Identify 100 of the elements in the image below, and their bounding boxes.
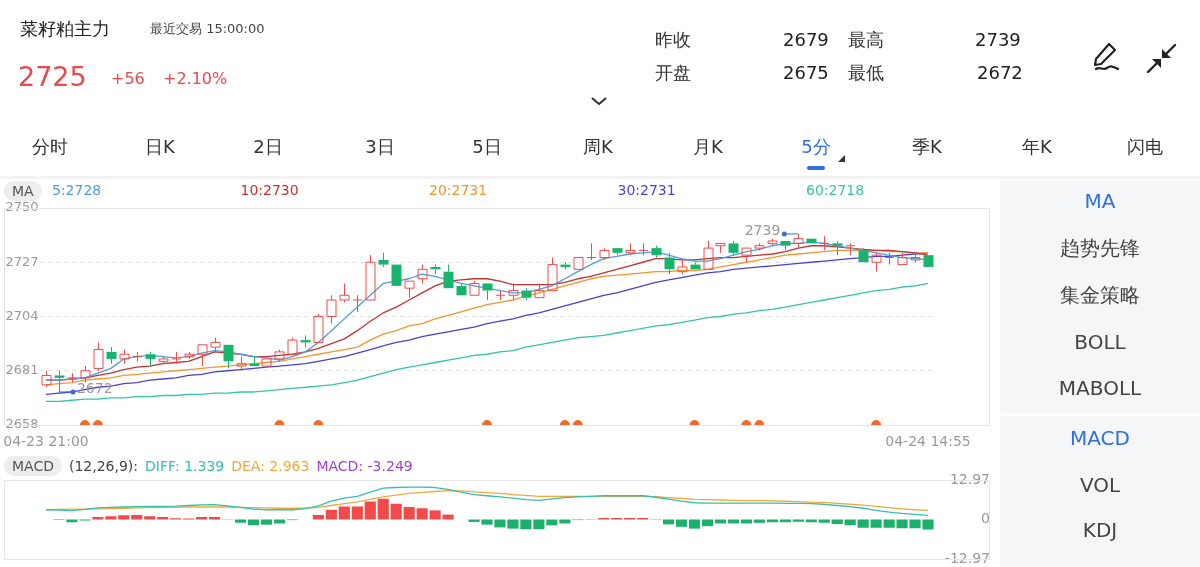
- text: DIFF: 1.339: [145, 458, 225, 474]
- candlestick: [469, 280, 480, 296]
- text: 最低: [848, 62, 884, 84]
- text: 开盘: [655, 62, 691, 84]
- candlestick: [638, 242, 649, 256]
- bar: [688, 519, 701, 529]
- text: 菜籽粕主力: [20, 18, 110, 40]
- y-tick-label: 2681: [5, 362, 39, 378]
- candlestick: [884, 252, 895, 266]
- bar: [312, 514, 324, 520]
- candlestick: [339, 282, 350, 303]
- text: BOLL: [1074, 330, 1126, 354]
- candlestick: [715, 242, 726, 254]
- bar: [533, 519, 545, 530]
- bar: [118, 515, 130, 520]
- candlestick: [378, 252, 389, 268]
- text: 30:2731: [617, 182, 676, 198]
- text: 2739: [975, 29, 1021, 51]
- text: 年K: [1022, 136, 1052, 158]
- text: MA: [1084, 189, 1116, 213]
- candlestick: [93, 341, 104, 372]
- text: 5分: [801, 136, 831, 158]
- candlestick: [313, 313, 324, 343]
- text: 2679: [783, 29, 829, 51]
- bar: [442, 514, 454, 520]
- text: 5:2728: [52, 182, 102, 198]
- text: 日K: [145, 136, 175, 158]
- text: VOL: [1079, 473, 1121, 497]
- legend-title: MA: [4, 181, 42, 201]
- bar: [351, 506, 363, 520]
- chart-title: MACD: [4, 456, 62, 476]
- bar: [416, 508, 428, 520]
- y-tick-label: 2704: [5, 307, 39, 323]
- candlestick: [404, 280, 415, 299]
- candlestick: [521, 287, 532, 301]
- text: 趋势先锋: [1060, 236, 1140, 260]
- text: 最近交易 15:00:00: [150, 21, 265, 37]
- candlestick: [845, 242, 856, 256]
- bar: [260, 519, 273, 525]
- text: 闪电: [1127, 136, 1163, 158]
- candlestick: [586, 242, 597, 261]
- bar: [403, 507, 415, 520]
- text: 分时: [32, 136, 68, 158]
- text: +56: [111, 69, 145, 89]
- text: 昨收: [655, 29, 691, 51]
- text: 20:2731: [429, 182, 488, 198]
- bar: [857, 519, 869, 528]
- text: 最高: [848, 29, 884, 51]
- text: 2672: [977, 62, 1023, 84]
- candlestick: [534, 282, 545, 299]
- candlestick: [625, 242, 636, 256]
- text: 3日: [365, 136, 395, 158]
- bar: [792, 519, 804, 522]
- bar: [157, 517, 169, 520]
- x-tick-label: 04-23 21:00: [3, 433, 89, 450]
- text: MACD: -3.249: [316, 458, 413, 474]
- candlestick: [197, 344, 208, 367]
- text: DEA: 2.963: [231, 458, 310, 474]
- candlestick: [508, 282, 519, 301]
- candlestick: [223, 344, 234, 369]
- bar: [429, 510, 441, 520]
- candlestick: [456, 282, 467, 296]
- bar: [675, 519, 688, 527]
- bar: [377, 498, 389, 520]
- bar: [209, 517, 221, 520]
- y-tick-label: -12.97: [944, 549, 990, 566]
- bar: [325, 509, 337, 520]
- candlestick: [858, 247, 869, 263]
- bar: [144, 516, 156, 520]
- candlestick: [651, 245, 662, 259]
- text: 2675: [783, 62, 829, 84]
- text: 2日: [253, 136, 283, 158]
- candlestick: [443, 264, 454, 289]
- text: MABOLL: [1058, 376, 1142, 400]
- bar: [105, 516, 117, 520]
- candlestick: [106, 346, 117, 365]
- text: MACD: [1070, 426, 1130, 450]
- text: 10:2730: [240, 182, 299, 198]
- bar: [390, 503, 402, 520]
- x-tick-label: 04-24 14:55: [885, 433, 971, 450]
- bar: [92, 517, 104, 520]
- bar: [338, 506, 350, 520]
- y-tick-label: 0: [981, 510, 990, 527]
- text: +2.10%: [163, 69, 228, 89]
- text: 周K: [583, 136, 613, 158]
- bar: [131, 514, 143, 520]
- legend-title: (12,26,9):: [68, 458, 139, 474]
- text: 集金策略: [1060, 283, 1140, 307]
- candlestick: [819, 235, 830, 251]
- bar: [364, 501, 376, 520]
- text: KDJ: [1082, 518, 1118, 542]
- bar: [870, 519, 882, 528]
- annotation: 2739: [744, 221, 781, 238]
- candlestick: [612, 248, 623, 256]
- text: 60:2718: [806, 182, 865, 198]
- candlestick: [54, 370, 65, 393]
- candlestick: [326, 294, 337, 325]
- text: 2725: [18, 61, 87, 94]
- candlestick: [871, 252, 882, 273]
- candlestick: [145, 351, 156, 367]
